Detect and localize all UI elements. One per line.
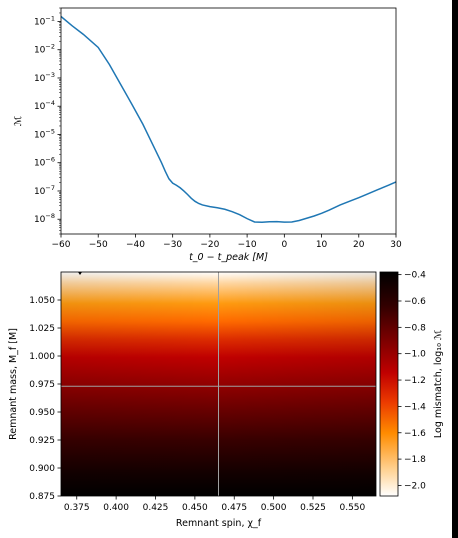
colorbar-gradient xyxy=(380,272,398,496)
colorbar-frame xyxy=(379,271,399,497)
bottom-x-tick-label: 0.425 xyxy=(143,503,169,513)
colorbar-tick-label: −0.8 xyxy=(404,323,426,333)
bottom-xlabel: Remnant spin, χ_f xyxy=(176,518,262,529)
top-ylabel: ℳ xyxy=(13,116,24,126)
bottom-x-tick-label: 0.475 xyxy=(221,503,247,513)
top-x-tick-label: 20 xyxy=(353,240,365,250)
top-x-tick-label: −20 xyxy=(200,240,219,250)
top-x-tick-label: 30 xyxy=(390,240,402,250)
colorbar-tick-label: −1.0 xyxy=(404,350,426,360)
top-y-tick-label: 10−5 xyxy=(34,127,55,140)
top-x-tick-label: −60 xyxy=(52,240,71,250)
bottom-axes-frame xyxy=(60,271,377,497)
top-x-tick-label: −40 xyxy=(126,240,145,250)
bottom-ylabel: Remnant mass, M_f [M] xyxy=(8,328,19,440)
mismatch-line-chart: −60 −50 −40 −30 −20 −10 0 10 20 30 10−8 10−7 10−6 10−… xyxy=(13,7,402,263)
bottom-x-tick-label: 0.550 xyxy=(339,503,365,513)
bottom-x-tick-label: 0.500 xyxy=(261,503,287,513)
colorbar-tick-label: −1.2 xyxy=(404,376,426,386)
top-x-tick-label: 0 xyxy=(281,240,287,250)
top-y-tick-label: 10−2 xyxy=(34,43,55,56)
top-x-tick-label: −50 xyxy=(89,240,108,250)
bottom-x-tick-label: 0.375 xyxy=(64,503,90,513)
mismatch-series-line xyxy=(61,15,396,224)
bottom-x-tick-label: 0.400 xyxy=(103,503,129,513)
top-y-tick-label: 10−1 xyxy=(34,14,55,27)
bottom-y-tick-label: 0.950 xyxy=(29,408,55,418)
bottom-y-tick-label: 1.050 xyxy=(29,296,55,306)
colorbar-tick-label: −2.0 xyxy=(404,481,426,491)
colorbar-tick-label: −1.8 xyxy=(404,455,426,465)
heatmap-top-edge-artifact xyxy=(78,272,82,275)
top-xlabel: t_0 − t_peak [M] xyxy=(189,252,268,263)
colorbar-tick-label: −0.4 xyxy=(404,271,426,281)
bottom-x-tick-label: 0.525 xyxy=(300,503,326,513)
bottom-y-tick-label: 0.925 xyxy=(29,436,55,446)
top-x-tick-label: −30 xyxy=(163,240,182,250)
colorbar: −2.0 −1.8 −1.6 −1.4 −1.2 −1.0 −0.8 −0.6 −0.4 Log… xyxy=(379,271,444,497)
mismatch-heatmap: 0.375 0.400 0.425 0.450 0.475 0.500 0.525 0.550… xyxy=(8,271,377,529)
bottom-y-tick-label: 0.875 xyxy=(29,492,55,502)
bottom-y-tick-label: 0.975 xyxy=(29,380,55,390)
colorbar-tick-label: −1.6 xyxy=(404,429,426,439)
colorbar-tick-label: −0.6 xyxy=(404,297,426,307)
top-y-tick-label: 10−8 xyxy=(34,212,55,225)
top-y-tick-label: 10−4 xyxy=(34,99,55,112)
top-x-tick-label: 10 xyxy=(316,240,328,250)
colorbar-label: Log mismatch, log₁₀ ℳ xyxy=(433,330,444,438)
bottom-x-tick-label: 0.450 xyxy=(182,503,208,513)
bottom-y-tick-label: 1.025 xyxy=(29,324,55,334)
colorbar-tick-label: −1.4 xyxy=(404,402,426,412)
top-y-tick-label: 10−7 xyxy=(34,184,55,197)
top-y-tick-label: 10−3 xyxy=(34,71,55,84)
window-edge-bar xyxy=(452,0,458,538)
bottom-y-tick-label: 0.900 xyxy=(29,464,55,474)
top-axes-frame xyxy=(60,7,397,235)
bottom-y-tick-label: 1.000 xyxy=(29,352,55,362)
top-x-tick-label: −10 xyxy=(238,240,257,250)
top-y-tick-label: 10−6 xyxy=(34,156,55,169)
